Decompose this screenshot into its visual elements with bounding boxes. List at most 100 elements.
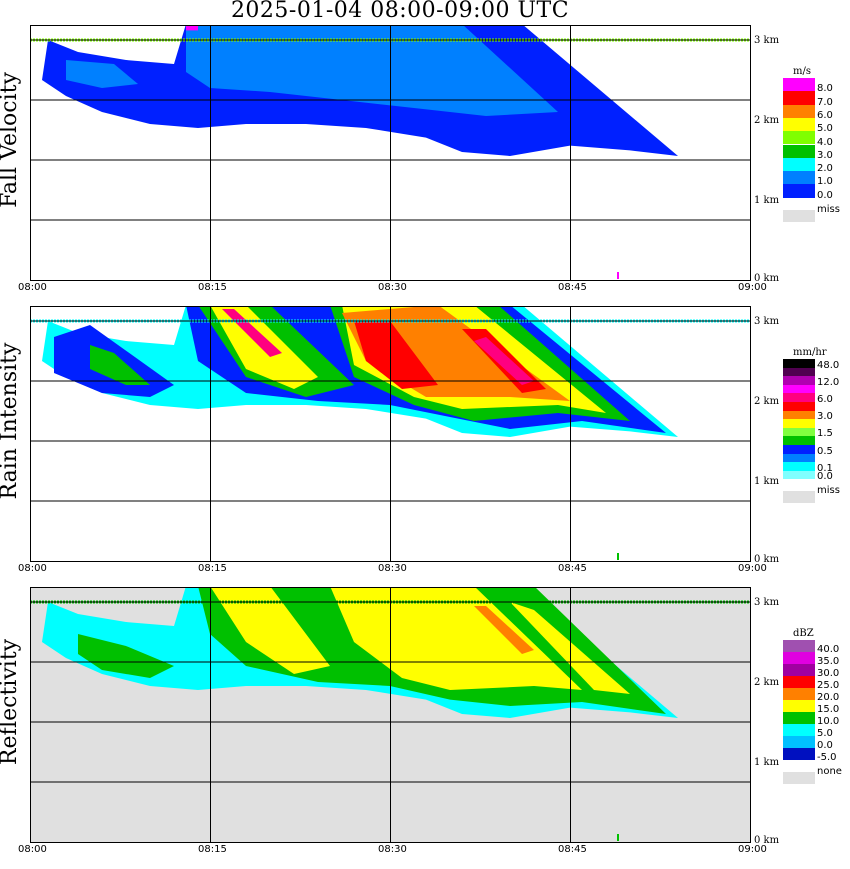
x-tick-label: 08:30	[378, 282, 407, 293]
legend-value: 0.0	[817, 471, 833, 483]
x-tick-label: 08:15	[198, 563, 227, 574]
surface-mark	[617, 272, 619, 279]
plot-frame	[30, 306, 751, 562]
legend-value: 6.0	[817, 109, 833, 121]
legend-swatch	[783, 453, 815, 463]
height-tick-label: 1 km	[754, 195, 780, 206]
x-tick-label: 08:30	[378, 563, 407, 574]
echo-region	[474, 606, 534, 654]
legend-swatch	[783, 359, 815, 368]
legend-unit: dBZ	[793, 628, 814, 639]
x-tick-label: 08:45	[558, 282, 587, 293]
surface-mark	[617, 834, 619, 841]
legend-swatch	[783, 376, 815, 385]
legend-unit: mm/hr	[793, 347, 827, 358]
chart-title: 2025-01-04 08:00-09:00 UTC	[230, 0, 570, 23]
legend-value: 10.0	[817, 716, 840, 727]
legend-swatch	[783, 676, 815, 688]
height-tick-label: 0 km	[754, 835, 780, 846]
height-tick-label: 1 km	[754, 757, 780, 768]
legend-swatch	[783, 736, 815, 748]
plot-frame	[30, 25, 751, 281]
panel-reflectivity: Reflectivity 08:00 08:15 08:30 08:45 09:00 3 k…	[0, 587, 850, 869]
legend-swatch	[783, 117, 815, 132]
panel-fall-velocity: Fall Velocity 08:00 08:15 08:30 08:45 09:00 3 …	[0, 25, 850, 307]
plot-frame	[30, 587, 751, 843]
legend-swatch	[783, 157, 815, 172]
legend-missing-label: none	[817, 766, 842, 777]
legend-value: 0.0	[817, 740, 833, 751]
legend-swatch	[783, 410, 815, 420]
x-tick-label: 08:00	[18, 563, 47, 574]
plot-area	[30, 587, 751, 843]
legend-missing-swatch	[783, 491, 815, 504]
legend-swatch	[783, 419, 815, 428]
legend-swatch	[783, 712, 815, 724]
legend-value: 20.0	[817, 692, 840, 703]
legend-value: 25.0	[817, 680, 840, 691]
surface-mark	[617, 553, 619, 560]
height-tick-label: 0 km	[754, 554, 780, 565]
legend-value: 3.0	[817, 149, 833, 161]
legend-value: 5.0	[817, 123, 833, 135]
height-tick-label: 2 km	[754, 677, 780, 688]
legend-value: 2.0	[817, 163, 833, 175]
legend-value: 1.5	[817, 428, 833, 440]
y-axis-label: Rain Intensity	[0, 342, 22, 500]
legend-missing-label: miss	[817, 485, 840, 497]
legend-value: 5.0	[817, 728, 833, 739]
echo-region	[90, 345, 150, 385]
height-tick-label: 2 km	[754, 396, 780, 407]
legend-swatch	[783, 104, 815, 118]
legend-swatch	[783, 78, 815, 92]
height-tick-label: 3 km	[754, 597, 780, 608]
y-axis-label: Fall Velocity	[0, 72, 22, 208]
legend-swatch	[783, 393, 815, 402]
legend-swatch	[783, 445, 815, 454]
legend-value: 4.0	[817, 136, 833, 148]
echo-region	[66, 60, 138, 88]
legend-value: 7.0	[817, 96, 833, 108]
y-axis-label: Reflectivity	[0, 638, 22, 766]
legend-value: 1.0	[817, 176, 833, 188]
legend-swatch	[783, 748, 815, 760]
legend-value: 8.0	[817, 83, 833, 95]
echo-region	[186, 25, 198, 31]
legend-missing-label: miss	[817, 203, 840, 215]
x-tick-label: 08:30	[378, 844, 407, 855]
legend-value: 6.0	[817, 394, 833, 405]
panel-rain-intensity: Rain Intensity 08:00 08:15 08:30 08:45 09:00 3…	[0, 306, 850, 588]
x-tick-label: 08:00	[18, 282, 47, 293]
x-tick-label: 09:00	[738, 563, 767, 574]
legend-missing-swatch	[783, 772, 815, 784]
legend-swatch	[783, 427, 815, 437]
legend-swatch	[783, 470, 815, 480]
legend-swatch	[783, 436, 815, 445]
legend-swatch	[783, 664, 815, 676]
legend-swatch	[783, 724, 815, 736]
legend-swatch	[783, 184, 815, 198]
legend-missing-swatch	[783, 209, 815, 222]
echo-region	[354, 321, 438, 389]
legend-value: 40.0	[817, 644, 840, 655]
legend-swatch	[783, 640, 815, 652]
echo-region	[186, 25, 558, 116]
legend-swatch	[783, 91, 815, 105]
echo-region	[78, 634, 174, 678]
legend-swatch	[783, 462, 815, 471]
x-tick-label: 08:45	[558, 563, 587, 574]
legend-swatch	[783, 384, 815, 394]
legend-swatch	[783, 171, 815, 185]
echo-region	[474, 337, 534, 385]
x-tick-label: 09:00	[738, 282, 767, 293]
legend-unit: m/s	[793, 66, 811, 77]
legend-value: 0.5	[817, 445, 833, 457]
x-tick-label: 08:15	[198, 282, 227, 293]
legend-swatch	[783, 131, 815, 145]
legend-swatch	[783, 700, 815, 712]
echo-region	[330, 587, 582, 690]
plot-area	[30, 25, 751, 281]
legend-swatch	[783, 144, 815, 158]
legend-value: 48.0	[817, 359, 840, 371]
x-tick-label: 09:00	[738, 844, 767, 855]
